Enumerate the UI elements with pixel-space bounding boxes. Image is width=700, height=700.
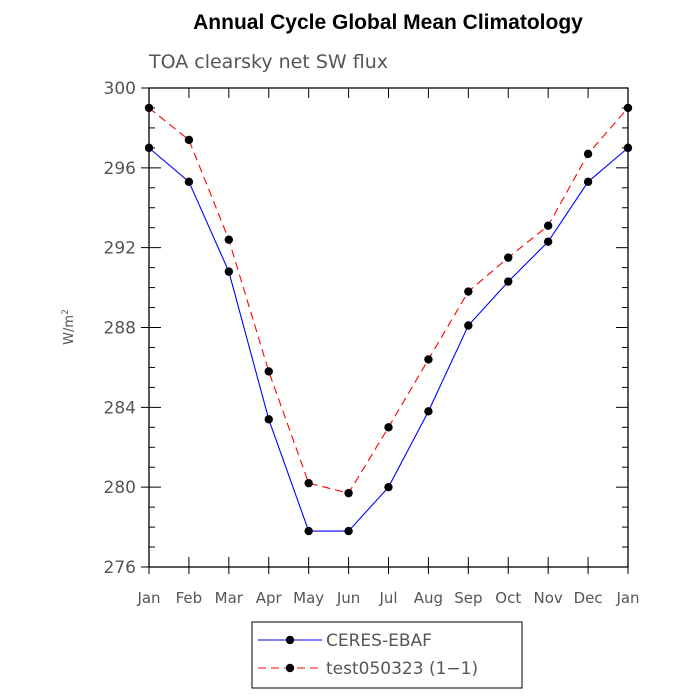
x-tick-label: Oct	[495, 589, 521, 607]
data-point-ceres-ebaf	[464, 321, 473, 330]
data-point-ceres-ebaf	[304, 526, 313, 536]
data-point-ceres-ebaf	[583, 177, 593, 187]
x-tick-label: Jun	[336, 589, 360, 607]
chart-title: Annual Cycle Global Mean Climatology	[193, 11, 583, 34]
legend-label-ceres-ebaf: CERES-EBAF	[326, 631, 432, 651]
data-point-ceres-ebaf	[344, 526, 353, 536]
data-point-test-run	[424, 355, 433, 364]
data-point-ceres-ebaf	[224, 267, 234, 276]
data-point-ceres-ebaf	[144, 143, 154, 153]
plot-frame	[148, 87, 629, 568]
plot-area: Jan Feb Mar Apr May Jun Jul Aug Sep Oct Nov Dec Jan2…	[104, 79, 640, 607]
chart-subtitle: TOA clearsky net SW flux	[148, 51, 388, 73]
data-point-ceres-ebaf	[424, 407, 433, 416]
y-tick-label: 284	[104, 398, 136, 418]
y-tick-label: 280	[104, 478, 136, 498]
data-point-test-run	[504, 253, 513, 262]
x-tick-label: Jan	[615, 589, 639, 607]
x-tick-label: Dec	[574, 589, 603, 607]
data-point-ceres-ebaf	[264, 415, 273, 424]
data-point-test-run	[304, 478, 313, 488]
y-tick-label: 292	[104, 239, 136, 259]
y-tick-label: 276	[104, 558, 136, 578]
x-tick-label: Nov	[534, 589, 563, 607]
data-point-test-run	[144, 103, 154, 113]
series-line-test-run	[148, 107, 629, 494]
x-tick-label: Aug	[414, 589, 443, 607]
legend: CERES-EBAF test050323 (1−1)	[251, 621, 523, 689]
data-point-test-run	[264, 367, 273, 376]
data-point-test-run	[623, 103, 633, 113]
y-axis-label-exponent: 2	[61, 309, 71, 315]
data-point-ceres-ebaf	[543, 237, 553, 246]
x-tick-label: Jan	[136, 589, 160, 607]
legend-swatch-marker-ceres-ebaf	[285, 635, 295, 645]
data-point-ceres-ebaf	[184, 177, 194, 187]
series-line-ceres-ebaf	[148, 147, 629, 532]
data-point-test-run	[184, 135, 194, 145]
data-point-ceres-ebaf	[623, 143, 633, 153]
x-tick-label: Mar	[215, 589, 244, 607]
data-point-test-run	[224, 235, 234, 244]
x-tick-label: Feb	[176, 589, 203, 607]
data-point-test-run	[344, 488, 353, 498]
y-tick-label: 300	[104, 79, 136, 99]
data-point-ceres-ebaf	[504, 277, 513, 286]
data-point-test-run	[384, 423, 393, 432]
x-tick-label: Sep	[454, 589, 482, 607]
x-tick-label: May	[293, 589, 324, 607]
data-point-ceres-ebaf	[384, 482, 393, 492]
legend-box	[251, 621, 523, 689]
x-tick-label: Apr	[256, 589, 283, 607]
data-point-test-run	[583, 149, 593, 159]
x-tick-label: Jul	[378, 589, 397, 607]
y-tick-label: 296	[104, 159, 136, 179]
legend-label-test-run: test050323 (1−1)	[326, 659, 478, 679]
y-axis-label: W/m2	[61, 309, 77, 345]
data-point-test-run	[543, 221, 553, 230]
y-axis-label-unit: W/m	[62, 315, 77, 345]
y-tick-label: 288	[104, 319, 136, 339]
legend-swatch-marker-test-run	[285, 663, 295, 673]
data-point-test-run	[464, 287, 473, 296]
